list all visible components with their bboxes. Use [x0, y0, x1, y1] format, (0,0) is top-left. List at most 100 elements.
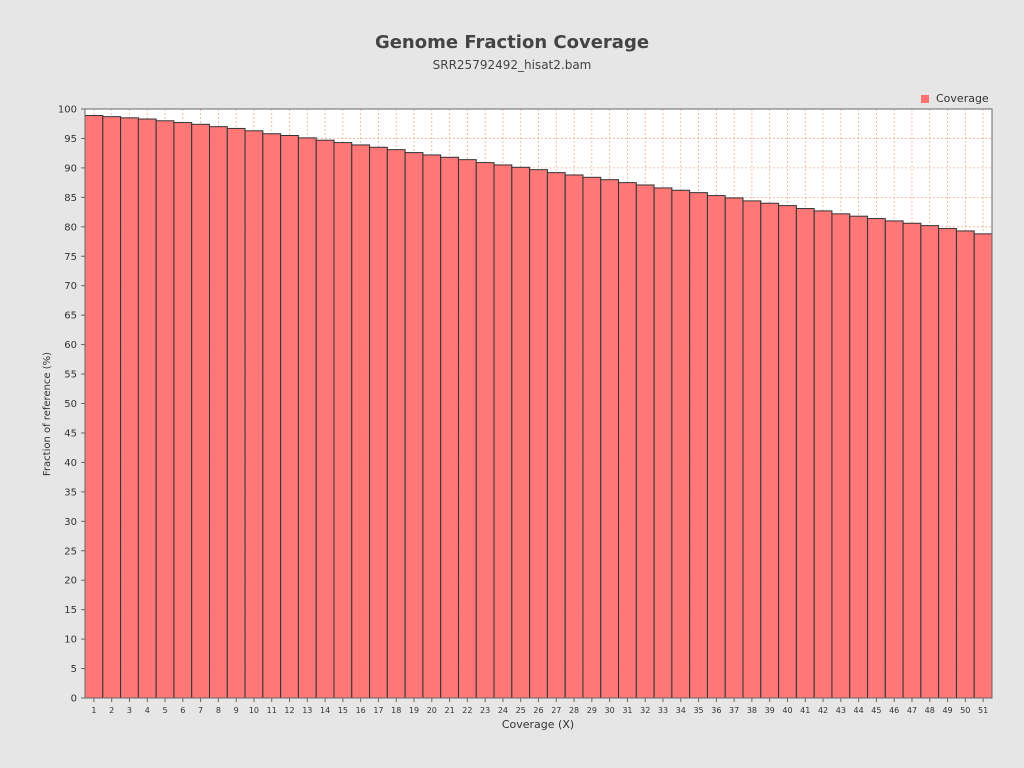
x-tick-label: 18 [391, 706, 401, 715]
x-tick-label: 30 [605, 706, 615, 715]
bar-coverage-3 [120, 117, 139, 699]
bar-coverage-18 [386, 149, 406, 699]
x-tick-label: 10 [249, 706, 259, 715]
x-tick-label: 44 [854, 706, 864, 715]
x-tick-label: 4 [145, 706, 150, 715]
x-tick-label: 32 [640, 706, 650, 715]
x-tick-label: 2 [109, 706, 114, 715]
x-tick-label: 15 [338, 706, 348, 715]
bar-coverage-33 [653, 187, 673, 699]
x-tick-label: 9 [234, 706, 239, 715]
x-tick-label: 23 [480, 706, 490, 715]
bar-coverage-26 [529, 169, 548, 699]
x-tick-label: 48 [925, 706, 935, 715]
bar-coverage-19 [404, 152, 424, 699]
x-tick-label: 25 [516, 706, 526, 715]
x-tick-label: 31 [622, 706, 632, 715]
x-tick-label: 29 [587, 706, 597, 715]
bar-coverage-8 [208, 126, 228, 699]
y-tick-label: 95 [64, 134, 77, 145]
x-tick-label: 6 [180, 706, 185, 715]
x-tick-label: 37 [729, 706, 739, 715]
y-tick-label: 10 [64, 635, 77, 646]
x-tick-label: 3 [127, 706, 132, 715]
bar-coverage-9 [226, 127, 246, 699]
bar-coverage-21 [440, 156, 459, 699]
bar-coverage-6 [173, 122, 193, 699]
x-tick-label: 50 [960, 706, 970, 715]
y-tick-label: 75 [64, 252, 77, 263]
bar-coverage-35 [689, 192, 708, 699]
x-tick-label: 42 [818, 706, 828, 715]
x-tick-label: 38 [747, 706, 757, 715]
bar-coverage-23 [475, 162, 495, 699]
bar-coverage-38 [742, 200, 762, 699]
x-tick-label: 26 [533, 706, 543, 715]
chart-subtitle: SRR25792492_hisat2.bam [433, 58, 592, 72]
y-tick-label: 0 [71, 694, 77, 705]
y-tick-label: 100 [58, 105, 77, 116]
bar-coverage-41 [795, 208, 815, 699]
y-tick-label: 60 [64, 340, 77, 351]
x-tick-label: 28 [569, 706, 579, 715]
x-tick-label: 33 [658, 706, 668, 715]
bar-coverage-27 [546, 172, 566, 699]
bar-coverage-42 [813, 210, 833, 699]
bar-coverage-2 [102, 116, 122, 699]
x-tick-label: 47 [907, 706, 917, 715]
bar-coverage-12 [280, 135, 299, 699]
y-tick-label: 90 [64, 163, 77, 174]
x-tick-label: 41 [800, 706, 810, 715]
bar-coverage-32 [635, 184, 655, 699]
x-tick-label: 8 [216, 706, 221, 715]
bar-coverage-47 [902, 222, 922, 699]
x-tick-label: 20 [427, 706, 437, 715]
bar-coverage-16 [351, 144, 371, 699]
bar-coverage-15 [333, 142, 353, 699]
x-tick-label: 12 [284, 706, 294, 715]
bar-coverage-49 [938, 228, 957, 699]
x-tick-label: 27 [551, 706, 561, 715]
bar-coverage-13 [297, 137, 317, 699]
bar-coverage-5 [155, 120, 175, 699]
bar-coverage-44 [849, 215, 869, 699]
x-tick-label: 39 [765, 706, 775, 715]
bar-coverage-51 [973, 233, 993, 699]
y-axis-ticks: 0 5 10 15 20 25 30 35 40 45 50 55 60 65 70 75 80 85 90 95 10… [58, 105, 85, 705]
bar-coverage-4 [137, 118, 157, 699]
bar-coverage-37 [724, 197, 744, 699]
y-tick-label: 50 [64, 399, 77, 410]
x-tick-label: 46 [889, 706, 899, 715]
bar-coverage-31 [618, 182, 637, 699]
x-tick-label: 5 [162, 706, 167, 715]
x-tick-label: 17 [373, 706, 383, 715]
bars [84, 114, 993, 699]
x-tick-label: 49 [942, 706, 952, 715]
x-tick-label: 16 [356, 706, 366, 715]
bar-coverage-22 [457, 159, 477, 699]
y-axis-label: Fraction of reference (%) [42, 352, 53, 476]
bar-coverage-28 [564, 174, 584, 699]
y-tick-label: 35 [64, 487, 77, 498]
bar-coverage-45 [867, 218, 886, 699]
x-tick-label: 11 [267, 706, 277, 715]
x-tick-label: 34 [676, 706, 686, 715]
y-tick-label: 85 [64, 193, 77, 204]
chart-title: Genome Fraction Coverage [375, 32, 649, 53]
x-tick-label: 21 [444, 706, 454, 715]
x-tick-label: 36 [711, 706, 721, 715]
bar-coverage-7 [191, 123, 210, 699]
y-tick-label: 15 [64, 605, 77, 616]
x-axis-ticks: 1 2 3 4 5 6 7 8 9 10 11 12 13 14 15 16 17 18 19 20 21 22 23 24 2… [91, 698, 988, 715]
bar-coverage-24 [493, 164, 513, 699]
x-tick-label: 13 [302, 706, 312, 715]
legend-swatch [921, 95, 929, 103]
y-tick-label: 45 [64, 428, 77, 439]
bar-coverage-34 [671, 189, 691, 699]
bar-coverage-17 [369, 146, 388, 699]
bar-coverage-1 [84, 114, 104, 699]
x-tick-label: 51 [978, 706, 988, 715]
x-tick-label: 22 [462, 706, 472, 715]
bar-coverage-20 [422, 154, 442, 699]
